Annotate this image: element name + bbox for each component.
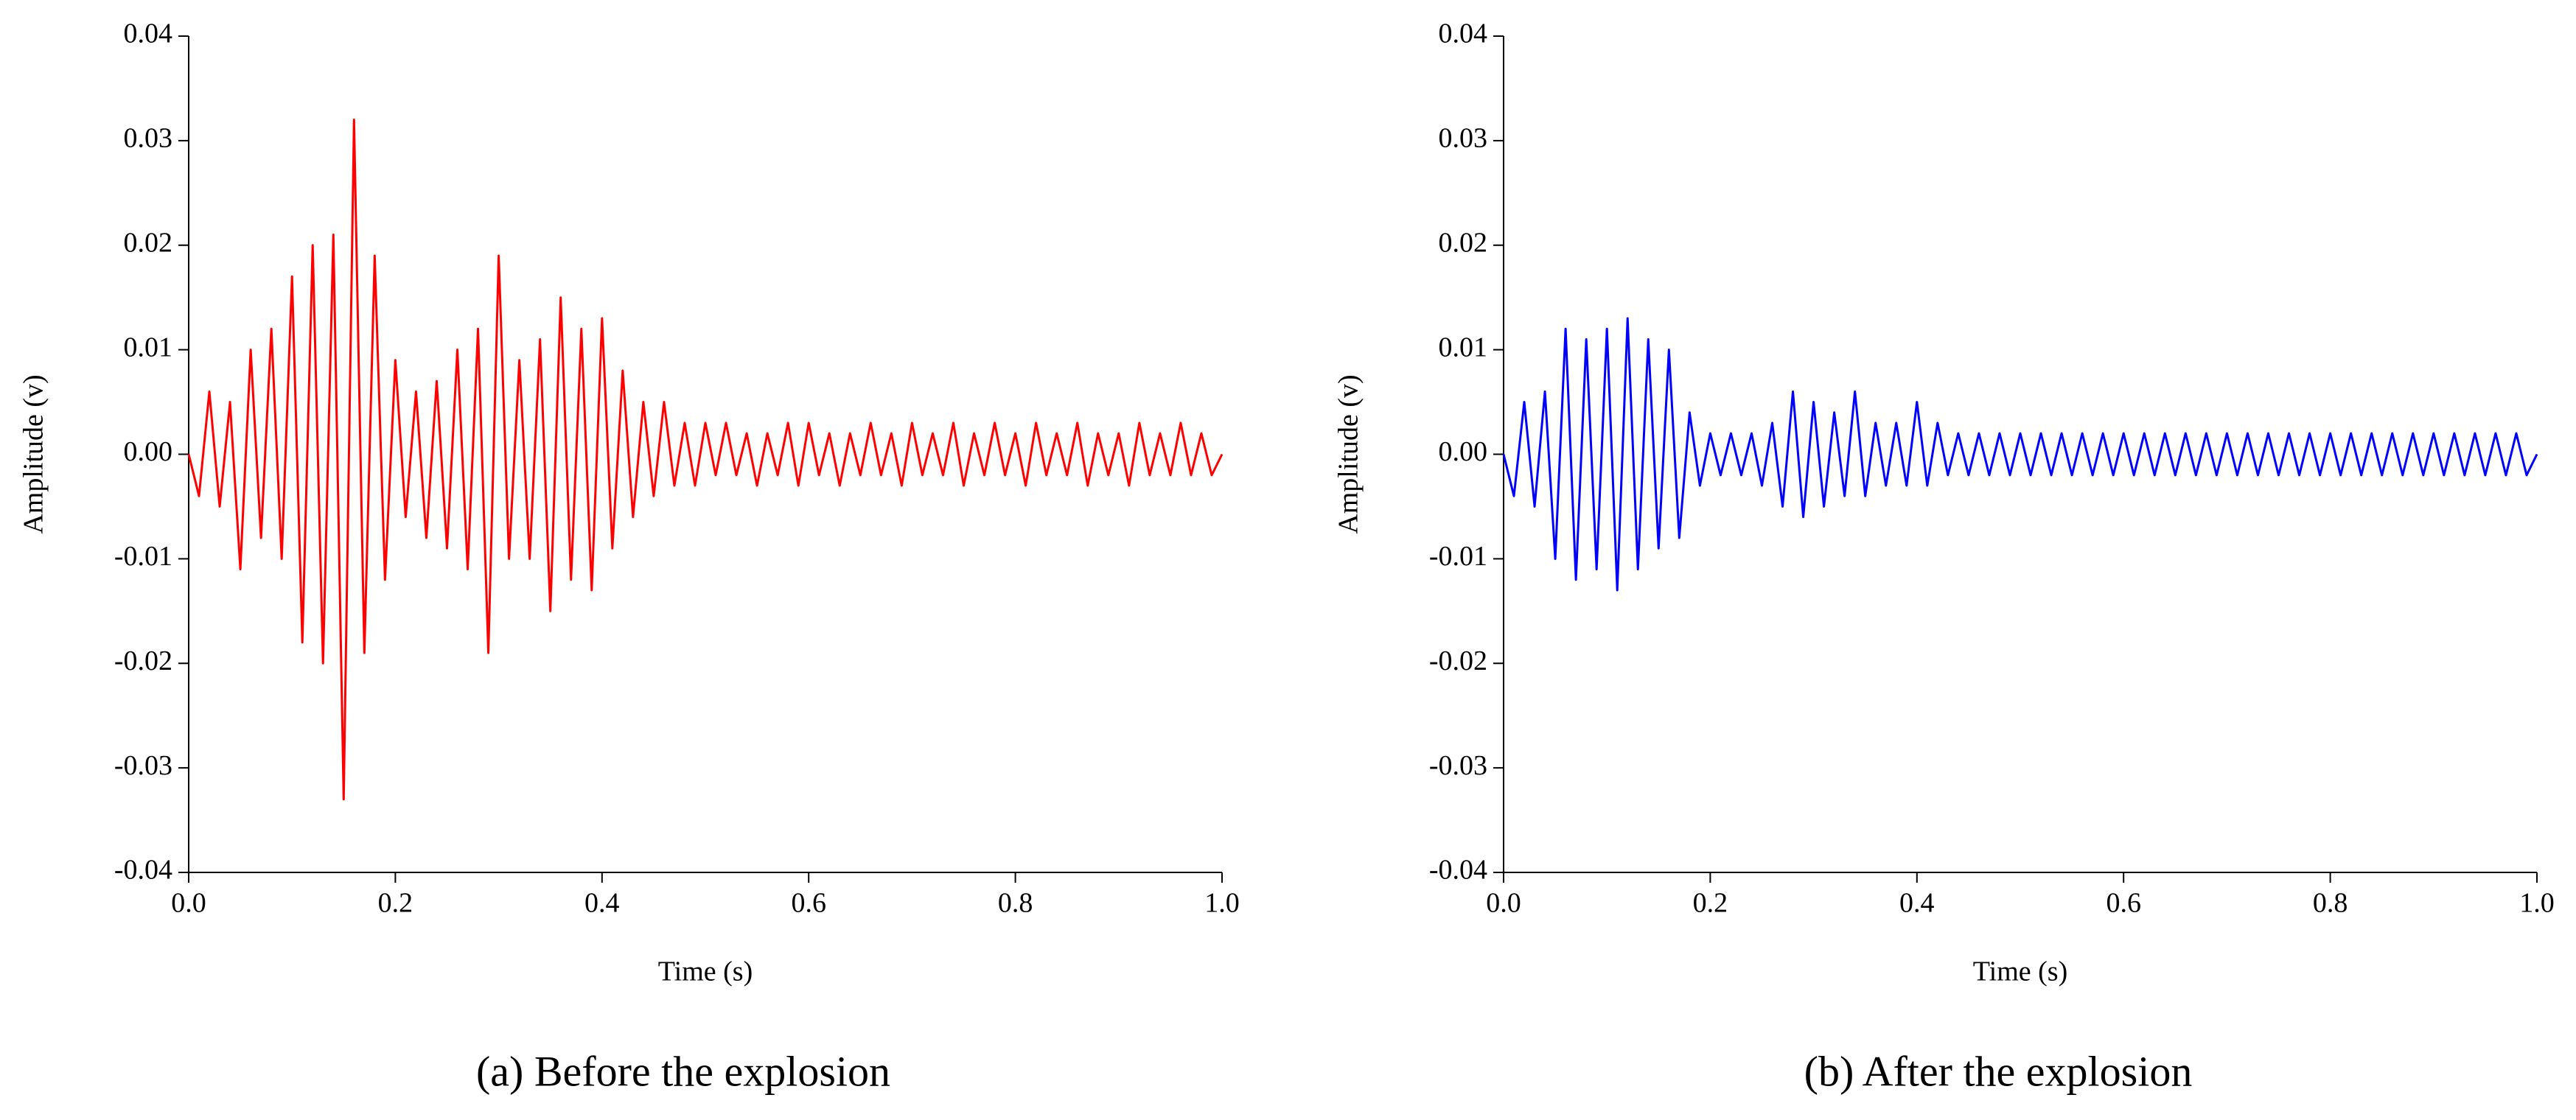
y-axis-title: Amplitude (v) <box>18 374 49 533</box>
x-tick-label: 0.0 <box>1486 888 1521 919</box>
y-tick-label: -0.04 <box>114 855 172 886</box>
x-tick-label: 0.0 <box>171 888 206 919</box>
chart: -0.04 -0.03 -0.02 -0.01 0.00 0.01 0.02 0.03 0.04… <box>1333 18 2555 1096</box>
x-tick-label: 0.6 <box>2106 888 2141 919</box>
y-tick-label: -0.01 <box>114 541 172 572</box>
caption: (b) After the explosion <box>1804 1047 2193 1095</box>
y-tick-label: -0.02 <box>114 645 172 676</box>
y-tick-label: 0.01 <box>1439 332 1488 363</box>
chart: -0.04 -0.03 -0.02 -0.01 0.00 0.01 0.02 0.03 0.04… <box>18 18 1240 1096</box>
y-tick-label: -0.01 <box>1429 541 1487 572</box>
y-tick-label: -0.04 <box>1429 855 1487 886</box>
x-tick-label: 0.2 <box>1693 888 1728 919</box>
y-tick-label: 0.03 <box>124 123 173 154</box>
x-tick-label: 0.8 <box>2313 888 2348 919</box>
caption: (a) Before the explosion <box>476 1047 890 1095</box>
x-tick-label: 0.6 <box>791 888 826 919</box>
y-tick-label: -0.02 <box>1429 645 1487 676</box>
y-tick-label: 0.00 <box>124 436 173 467</box>
y-tick-label: 0.04 <box>1439 18 1488 49</box>
y-tick-label: 0.04 <box>124 18 173 49</box>
x-tick-label: 0.2 <box>378 888 413 919</box>
x-tick-label: 1.0 <box>1204 888 1240 919</box>
x-axis-title: Time (s) <box>658 956 753 987</box>
y-tick-label: 0.03 <box>1439 123 1488 154</box>
signal-line <box>187 119 1224 801</box>
signal-line <box>1502 317 2538 592</box>
y-tick-label: 0.02 <box>1439 227 1488 258</box>
x-tick-label: 0.4 <box>584 888 620 919</box>
x-tick-label: 1.0 <box>2519 888 2555 919</box>
y-tick-label: 0.02 <box>124 227 173 258</box>
y-tick-label: -0.03 <box>114 750 172 781</box>
y-tick-label: 0.00 <box>1439 436 1488 467</box>
x-tick-label: 0.8 <box>998 888 1033 919</box>
y-tick-label: -0.03 <box>1429 750 1487 781</box>
y-axis-title: Amplitude (v) <box>1333 374 1364 533</box>
y-tick-label: 0.01 <box>124 332 173 363</box>
x-axis-title: Time (s) <box>1973 956 2067 987</box>
x-tick-label: 0.4 <box>1899 888 1935 919</box>
